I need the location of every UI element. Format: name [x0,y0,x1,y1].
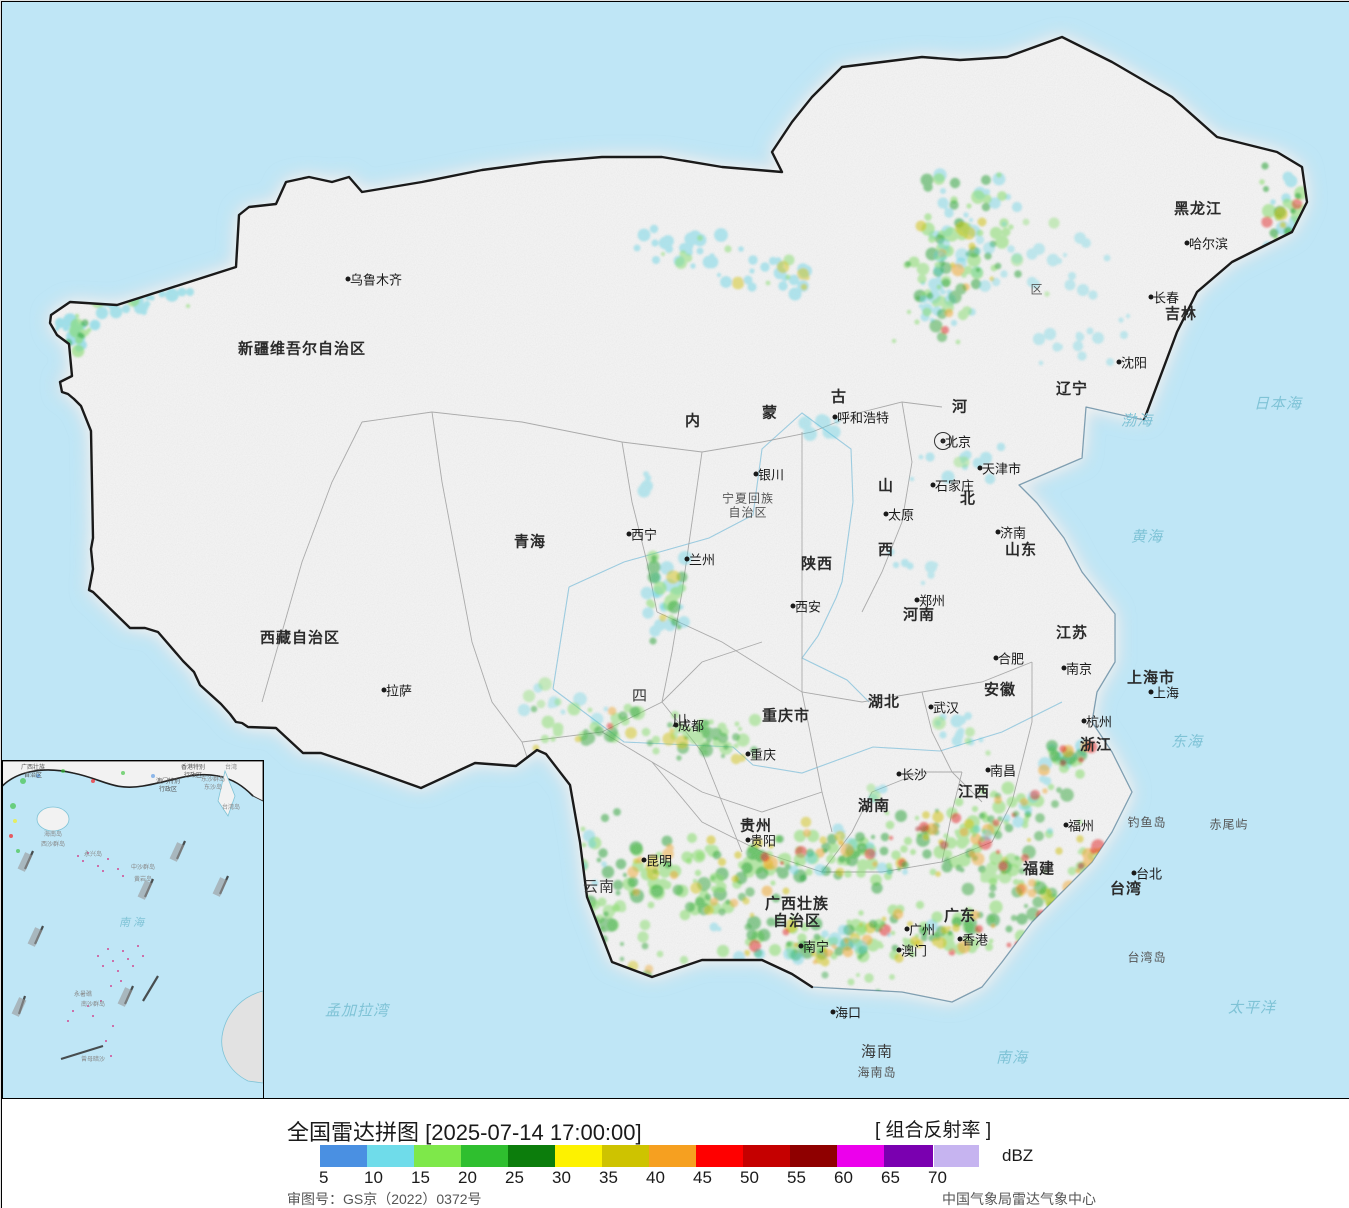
svg-text:永暑礁: 永暑礁 [74,990,92,998]
svg-text:自治区: 自治区 [24,771,42,779]
svg-text:曾母暗沙: 曾母暗沙 [81,1055,105,1063]
svg-text:中沙群岛: 中沙群岛 [131,863,155,871]
svg-text:南沙群岛: 南沙群岛 [81,1000,105,1008]
svg-text:台湾岛: 台湾岛 [222,803,240,811]
svg-text:澳门特别: 澳门特别 [156,777,180,785]
svg-text:香港特别: 香港特别 [181,763,205,771]
svg-text:西沙群岛: 西沙群岛 [41,840,65,848]
svg-text:黄岩岛: 黄岩岛 [134,875,152,883]
svg-text:东沙群岛: 东沙群岛 [201,775,225,783]
svg-text:台湾: 台湾 [225,763,237,771]
svg-text:南海: 南海 [119,916,147,929]
svg-text:行政区: 行政区 [159,785,177,793]
svg-text:广西壮族: 广西壮族 [21,763,45,771]
svg-text:海南岛: 海南岛 [44,830,62,838]
svg-text:行政区: 行政区 [184,771,202,779]
svg-text:东沙岛: 东沙岛 [204,783,222,791]
svg-text:永兴岛: 永兴岛 [84,850,102,858]
